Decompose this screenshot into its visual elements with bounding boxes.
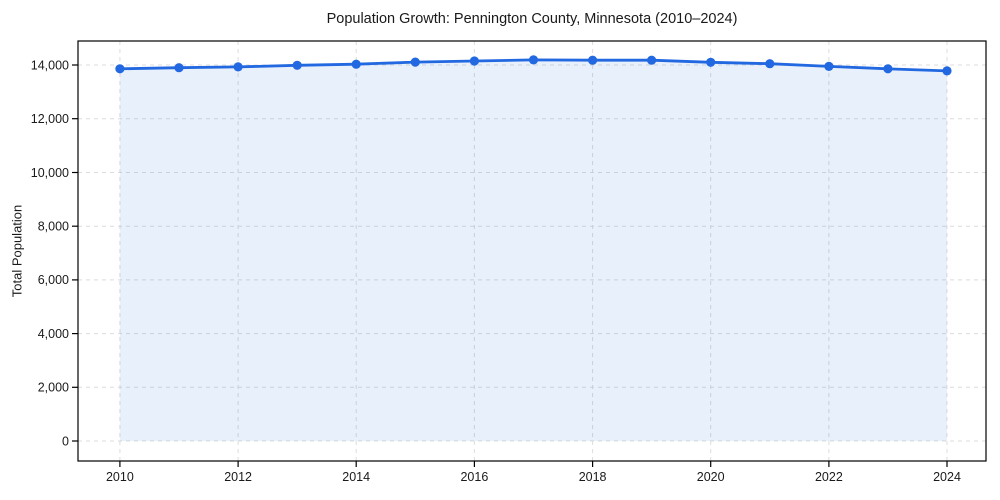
x-tick-label: 2010 — [106, 470, 134, 484]
data-point — [351, 59, 361, 69]
x-tick-label: 2018 — [579, 470, 607, 484]
x-tick-label: 2014 — [342, 470, 370, 484]
y-tick-label: 4,000 — [38, 327, 69, 341]
x-tick-label: 2024 — [933, 470, 961, 484]
data-point — [706, 57, 716, 67]
x-tick-label: 2012 — [224, 470, 252, 484]
data-point — [233, 62, 243, 72]
data-point — [115, 64, 125, 74]
data-point — [883, 64, 893, 74]
x-tick-label: 2020 — [697, 470, 725, 484]
data-point — [942, 66, 952, 76]
y-tick-label: 6,000 — [38, 273, 69, 287]
plot-border — [77, 40, 987, 462]
data-point — [588, 55, 598, 65]
y-tick-label: 10,000 — [31, 166, 69, 180]
data-point — [824, 61, 834, 71]
y-tick-label: 8,000 — [38, 220, 69, 234]
data-point — [174, 63, 184, 73]
data-point — [410, 57, 420, 67]
x-tick-label: 2022 — [815, 470, 843, 484]
data-point — [647, 55, 657, 65]
y-tick-label: 2,000 — [38, 381, 69, 395]
data-point — [528, 55, 539, 65]
x-tick-label: 2016 — [460, 470, 488, 484]
y-tick-label: 12,000 — [31, 112, 69, 126]
y-tick-label: 0 — [62, 434, 69, 448]
area-fill — [119, 59, 947, 442]
data-point — [469, 56, 479, 66]
chart-title: Population Growth: Pennington County, Mi… — [326, 11, 738, 27]
y-tick-label: 14,000 — [31, 58, 69, 72]
data-point — [292, 60, 302, 70]
data-point — [765, 59, 775, 69]
